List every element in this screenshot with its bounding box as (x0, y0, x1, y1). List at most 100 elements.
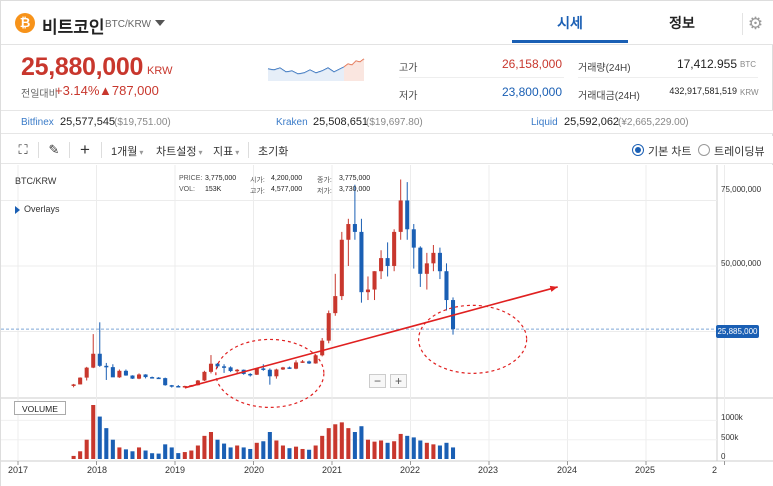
info-vol-label: VOL: (179, 186, 195, 193)
volume-bar (84, 439, 89, 459)
exchange-name[interactable]: Liquid (531, 117, 558, 128)
high-value: 26,158,000 (501, 57, 562, 71)
candle-body (254, 368, 259, 375)
mini-price-chart (266, 55, 377, 93)
volume-bar (307, 449, 312, 459)
trading-view-radio[interactable] (698, 144, 710, 156)
gear-icon[interactable]: ⚙ (742, 13, 764, 35)
volume-bar (398, 433, 403, 459)
volume-bar (78, 451, 83, 459)
volume-bar (385, 442, 390, 459)
candle-body (287, 367, 292, 369)
tab-info[interactable]: 정보 (669, 15, 695, 31)
chart-toolbar: ⛶ ✎ + 1개월 ▾ 차트설정 ▾ 지표 ▾ 초기화 기본 차트 트레이딩뷰 (1, 136, 773, 164)
candle-body (136, 374, 142, 379)
low-label: 저가 (399, 91, 418, 102)
x-tick-label: 2023 (478, 465, 499, 475)
volume-bar (91, 405, 96, 459)
candle-body (326, 313, 331, 341)
volume-bar (450, 447, 456, 459)
chart-symbol: BTC/KRW (15, 176, 57, 186)
candle-body (150, 377, 155, 379)
coin-pair[interactable]: BTC/KRW (105, 19, 151, 30)
volume-bar (326, 428, 331, 459)
indicator-menu[interactable]: 지표 ▾ (213, 146, 240, 158)
low-value: 23,800,000 (501, 85, 562, 99)
volume-bar (130, 451, 135, 459)
volume-bar (424, 442, 429, 459)
period-select[interactable]: 1개월 ▾ (111, 146, 144, 158)
coin-name[interactable]: 비트코인 (42, 18, 105, 37)
pencil-icon[interactable]: ✎ (48, 142, 60, 157)
candle-body (195, 380, 200, 386)
x-tick-label: 2020 (244, 465, 265, 475)
exchange-name[interactable]: Bitfinex (21, 117, 54, 128)
price-chart[interactable]: BTC/KRW Overlays PRICE: 3,775,000 VOL: 1… (1, 165, 773, 486)
volume-bar (228, 447, 233, 459)
candle-body (215, 363, 220, 367)
volume-bar (333, 424, 338, 459)
volume-bar (97, 416, 102, 459)
toolbar-divider (101, 142, 102, 158)
volume-bar (392, 441, 397, 459)
info-high: 4,577,000 (271, 186, 303, 193)
volume-label: 거래량(24H) (578, 63, 631, 74)
candle-body (274, 369, 279, 377)
exchange-name[interactable]: Kraken (276, 117, 308, 128)
fullscreen-icon[interactable]: ⛶ (18, 142, 28, 157)
toolbar-divider (38, 142, 39, 158)
exchange-prices-row: Bitfinex 25,577,545 ($19,751.00) Kraken … (1, 110, 773, 134)
candle-body (280, 367, 285, 370)
basic-chart-radio[interactable] (632, 144, 644, 156)
volume-bar (241, 447, 246, 459)
chevron-down-icon[interactable] (155, 20, 165, 26)
volume-bar (136, 447, 142, 459)
basic-chart-label[interactable]: 기본 차트 (648, 146, 692, 158)
volume-bar (71, 455, 76, 459)
candlestick-chart[interactable] (1, 165, 773, 486)
candle-body (346, 224, 351, 240)
volume-bar (372, 441, 377, 459)
x-tick-label: 2024 (557, 465, 578, 475)
candle-body (202, 371, 207, 381)
candle-body (431, 252, 436, 264)
crosshair-icon[interactable]: + (80, 140, 90, 159)
volume-bar (431, 444, 436, 459)
candle-body (123, 370, 128, 376)
candle-body (156, 377, 161, 380)
info-open-label: 시가: (250, 177, 265, 184)
tab-price[interactable]: 시세 (512, 1, 628, 43)
candle-body (379, 258, 384, 272)
x-tick-label: 2021 (322, 465, 343, 475)
info-price: 3,775,000 (205, 175, 237, 182)
volume-bar (215, 439, 220, 459)
volume-label: VOLUME (14, 401, 66, 415)
overlays-toggle[interactable]: Overlays (15, 204, 60, 214)
trading-view-label[interactable]: 트레이딩뷰 (714, 146, 765, 158)
volume-bar (208, 432, 214, 459)
candle-body (71, 384, 76, 386)
zoom-out-button[interactable]: − (369, 374, 386, 388)
volume-bar (339, 422, 344, 459)
x-tick-label: 2017 (8, 465, 29, 475)
amount-unit: KRW (740, 88, 759, 97)
reset-button[interactable]: 초기화 (258, 146, 289, 158)
candle-body (398, 200, 403, 232)
x-tick-label: 2 (712, 465, 718, 475)
info-close-label: 종가: (317, 177, 332, 184)
volume-bar (254, 442, 259, 459)
volume-bar (248, 448, 253, 459)
chart-settings-menu[interactable]: 차트설정 ▾ (156, 146, 203, 158)
candle-body (235, 369, 240, 372)
x-tick-label: 2025 (635, 465, 656, 475)
info-high-label: 고가: (250, 188, 265, 195)
exchange-usd: ($19,751.00) (114, 117, 171, 128)
candle-body (405, 200, 410, 230)
candle-body (313, 355, 318, 364)
volume-bar (437, 445, 442, 459)
zoom-in-button[interactable]: + (390, 374, 407, 388)
volume-bar (182, 452, 187, 459)
candle-body (78, 377, 83, 385)
candle-body (293, 362, 299, 369)
